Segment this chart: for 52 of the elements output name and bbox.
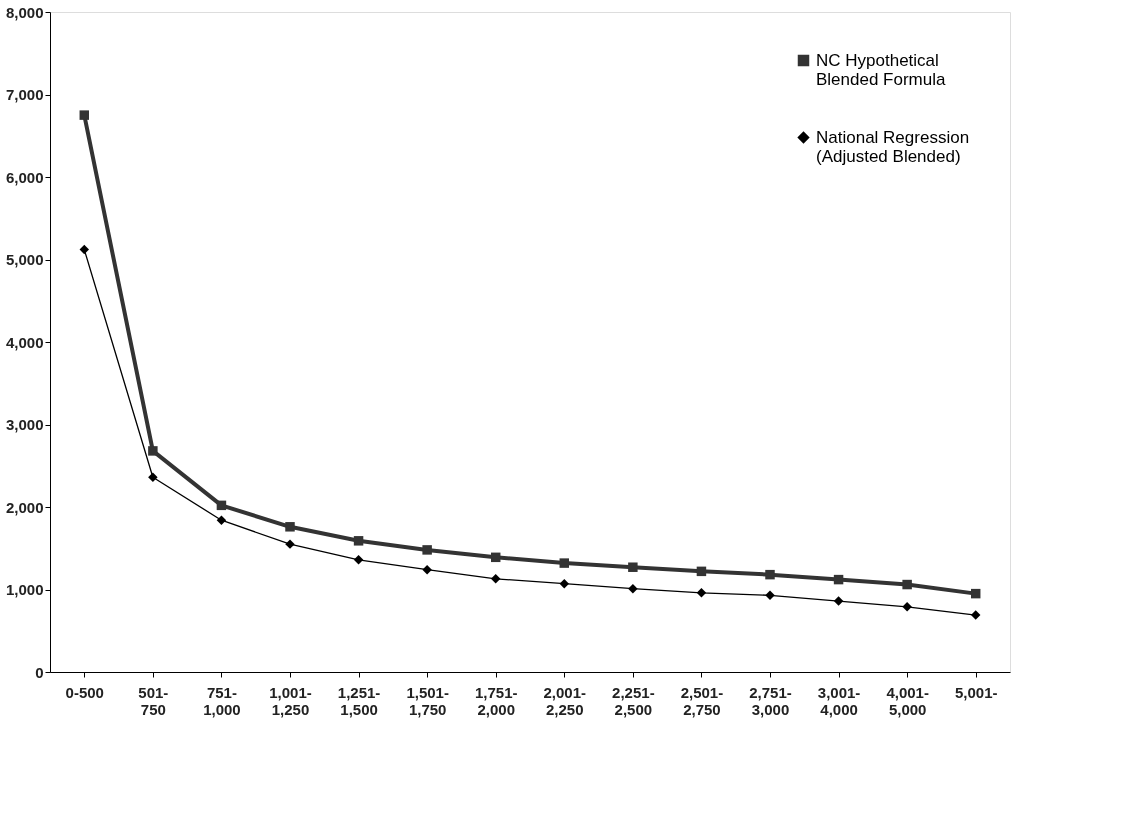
- point: [765, 590, 775, 601]
- x-tick-label: 2,751- 3,000: [749, 683, 792, 718]
- point: [833, 596, 844, 606]
- y-tick-label: 0: [35, 663, 44, 681]
- point: [628, 583, 638, 594]
- y-tick-label: 8,000: [5, 3, 44, 21]
- y-tick-label: 3,000: [5, 416, 44, 433]
- x-tick-label: 2,001- 2,250: [543, 683, 587, 718]
- x-tick-label: 2,251- 2,500: [612, 683, 655, 718]
- x-tick-label: 501- 750: [138, 683, 169, 718]
- point: [902, 579, 912, 590]
- point: [216, 500, 227, 511]
- x-tick-label: 5,001-: [954, 683, 998, 701]
- point: [490, 552, 501, 563]
- y-tick-label: 7,000: [5, 86, 44, 103]
- x-tick-label: 0-500: [65, 683, 104, 701]
- x-tick-label: 2,501- 2,750: [680, 683, 724, 718]
- point: [833, 574, 844, 585]
- x-tick-label: 1,001- 1,250: [269, 683, 312, 718]
- point: [79, 110, 90, 120]
- point: [970, 588, 981, 599]
- x-tick-label: 4,001- 5,000: [886, 683, 929, 718]
- y-tick-label: 6,000: [5, 168, 44, 186]
- point: [422, 564, 432, 575]
- x-tick-label: 3,001- 4,000: [817, 683, 861, 718]
- point: [902, 602, 912, 612]
- point: [353, 536, 364, 546]
- point: [148, 446, 158, 456]
- point: [765, 569, 775, 580]
- x-tick-label: 1,501- 1,750: [406, 683, 449, 718]
- x-tick-label: 1,751- 2,000: [474, 683, 518, 718]
- point: [148, 472, 158, 483]
- point: [285, 522, 295, 532]
- point: [559, 578, 570, 589]
- legend-label: NC Hypothetical Blended Formula: [816, 50, 946, 89]
- x-tick-label: 751- 1,000: [203, 683, 241, 718]
- x-tick-label: 1,251- 1,500: [337, 683, 381, 718]
- point: [696, 588, 707, 598]
- legend-label: National Regression (Adjusted Blended): [816, 127, 970, 166]
- point: [628, 562, 638, 572]
- point: [79, 244, 90, 255]
- y-tick-label: 4,000: [5, 333, 44, 351]
- point: [422, 545, 432, 555]
- point: [490, 574, 501, 584]
- point: [353, 555, 364, 565]
- point: [216, 515, 227, 525]
- y-tick-label: 5,000: [5, 251, 44, 268]
- point: [559, 558, 570, 568]
- y-tick-label: 2,000: [5, 498, 44, 516]
- y-tick-label: 1,000: [5, 581, 44, 598]
- point: [970, 610, 981, 620]
- point: [696, 566, 707, 577]
